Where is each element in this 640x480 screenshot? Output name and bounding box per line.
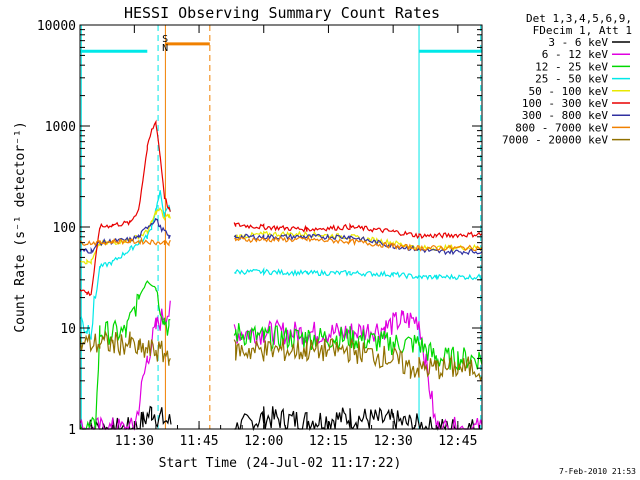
marker-label-n: N — [162, 43, 168, 54]
legend-label-5: 100 - 300 keV — [522, 97, 608, 110]
y-tick-label-0: 1 — [68, 423, 76, 438]
legend-label-6: 300 - 800 keV — [522, 109, 608, 122]
x-axis-label: Start Time (24-Jul-02 11:17:22) — [159, 456, 402, 471]
legend-header-0: Det 1,3,4,5,6,9, — [526, 12, 632, 25]
y-tick-label-1: 10 — [60, 322, 76, 337]
marker-label-s: S — [162, 34, 168, 45]
series-line-3 — [79, 189, 483, 340]
y-tick-label-2: 100 — [53, 221, 76, 236]
x-tick-label-2: 12:00 — [244, 434, 283, 449]
legend-label-4: 50 - 100 keV — [529, 85, 609, 98]
series-line-0 — [79, 405, 482, 432]
series-line-7 — [79, 236, 483, 252]
legend-label-1: 6 - 12 keV — [542, 48, 609, 61]
legend-label-8: 7000 - 20000 keV — [502, 134, 608, 147]
legend-header-1: FDecim 1, Att 1 — [533, 24, 632, 37]
series-line-6 — [79, 217, 483, 256]
y-tick-label-3: 1000 — [45, 120, 76, 135]
legend-label-2: 12 - 25 keV — [535, 60, 608, 73]
chart-title: HESSI Observing Summary Count Rates — [124, 4, 440, 22]
legend-label-3: 25 - 50 keV — [535, 73, 608, 86]
series-line-2 — [79, 280, 483, 430]
x-tick-label-1: 11:45 — [179, 434, 218, 449]
legend: Det 1,3,4,5,6,9,FDecim 1, Att 13 - 6 keV… — [502, 12, 632, 147]
series-line-1 — [79, 300, 483, 431]
x-tick-label-3: 12:15 — [309, 434, 348, 449]
y-tick-label-4: 10000 — [37, 19, 76, 34]
x-axis: 11:30 11:45 12:00 12:15 12:30 12:45 — [90, 25, 480, 449]
x-tick-label-0: 11:30 — [115, 434, 154, 449]
y-axis-label: Count Rate (s⁻¹ detector⁻¹) — [13, 121, 28, 332]
x-tick-label-5: 12:45 — [438, 434, 477, 449]
legend-label-7: 800 - 7000 keV — [515, 121, 608, 134]
legend-label-0: 3 - 6 keV — [548, 36, 608, 49]
series-line-8 — [79, 330, 483, 382]
y-axis: 1 10 100 1000 10000 — [37, 19, 482, 438]
x-tick-label-4: 12:30 — [374, 434, 413, 449]
series-line-5 — [79, 119, 483, 297]
plot-area: SN — [79, 25, 483, 432]
footer-date: 7-Feb-2010 21:53 — [559, 467, 636, 476]
